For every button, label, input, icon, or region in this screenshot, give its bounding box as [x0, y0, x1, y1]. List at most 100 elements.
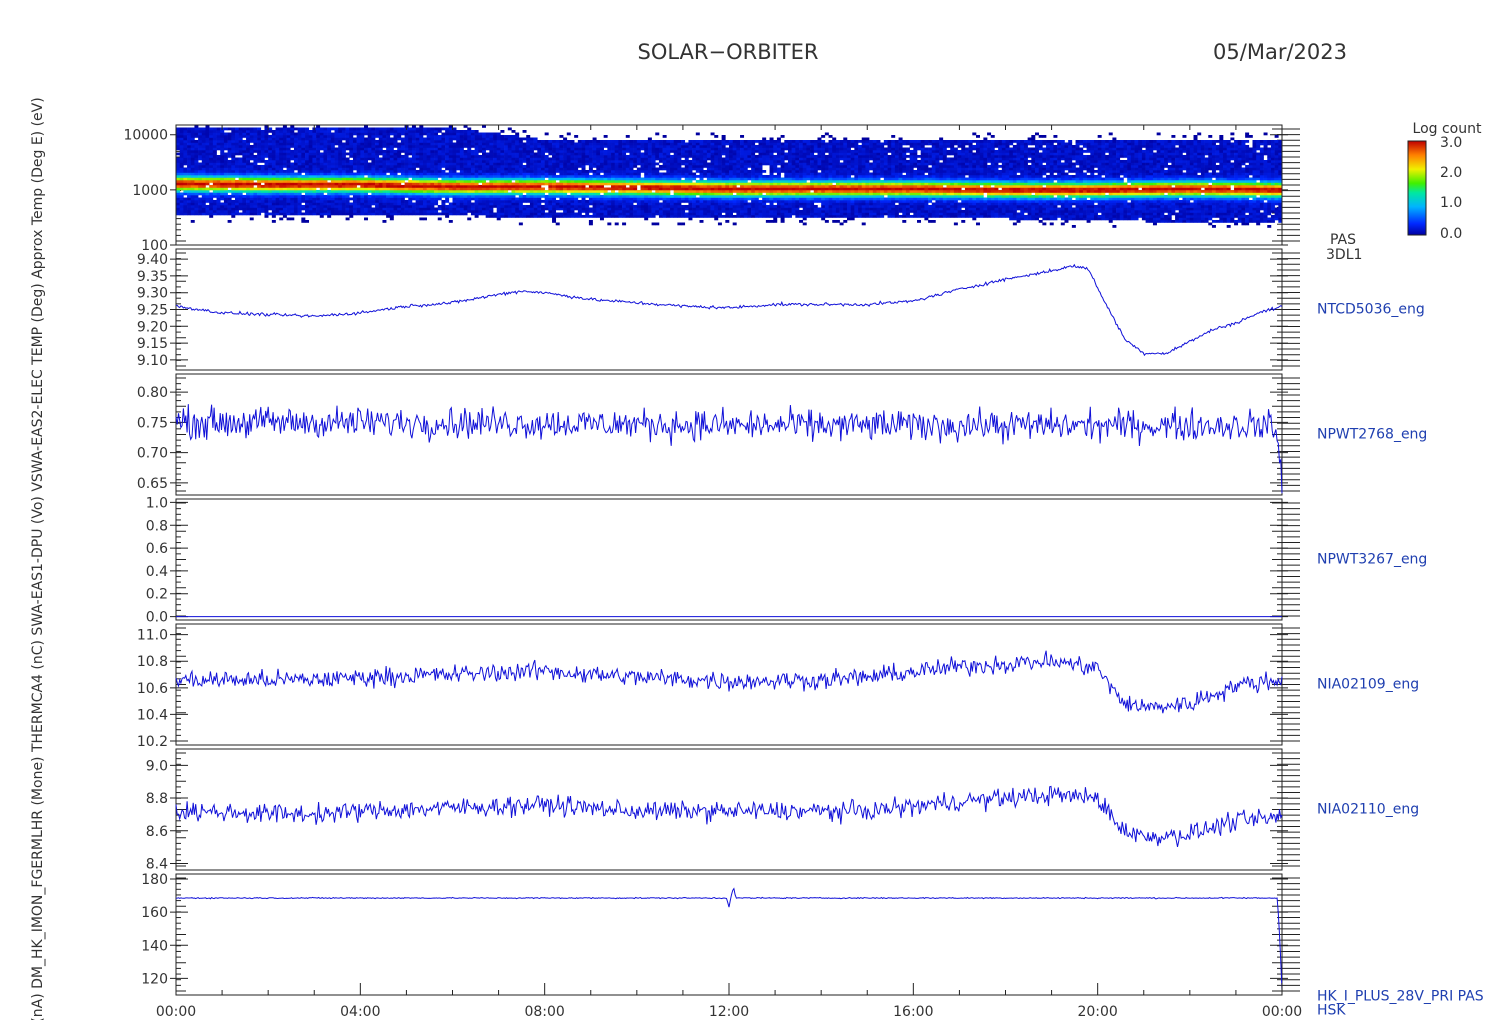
spectrogram-cell	[493, 180, 498, 183]
spectrogram-cell	[349, 197, 354, 201]
spectrogram-cell	[264, 165, 269, 168]
spectrogram-cell	[305, 127, 310, 131]
spectrogram-cell	[721, 177, 726, 181]
spectrogram-cell	[249, 132, 254, 136]
spectrogram-cell	[205, 197, 210, 201]
spectrogram-cell	[419, 165, 424, 168]
spectrogram-cell	[651, 205, 656, 208]
spectrogram-cell	[389, 140, 394, 143]
spectrogram-cell	[286, 142, 291, 146]
spectrogram-cell	[308, 147, 313, 151]
y-axis-label: (nA) DM_HK_IMON_FGERMLHR (Mone) THERMCA4…	[30, 97, 46, 1020]
spectrogram-cell	[500, 207, 505, 211]
spectrogram-cell	[423, 157, 427, 161]
spectrogram-cell	[198, 127, 203, 131]
spectrogram-cell	[212, 162, 217, 166]
spectrogram-cell	[301, 157, 306, 161]
spectrogram-cell	[544, 215, 549, 218]
spectrogram-cell	[611, 182, 616, 186]
spectrogram-cell	[187, 135, 192, 138]
spectrogram-cell	[592, 155, 597, 158]
spectrogram-cell	[658, 180, 663, 183]
spectrogram-cell	[437, 130, 442, 133]
spectrogram-cell	[205, 172, 210, 176]
spectrogram-cell	[360, 207, 365, 211]
spectrogram-cell	[334, 205, 339, 208]
spectrogram-cell	[478, 202, 483, 206]
spectrogram-cell	[223, 172, 228, 176]
spectrogram-cell	[386, 145, 391, 148]
spectrogram-cell	[257, 140, 262, 143]
spectrogram-cell	[692, 212, 697, 216]
spectrogram-cell	[555, 190, 560, 193]
spectrogram-cell	[345, 142, 350, 146]
spectrogram-cell	[574, 185, 579, 188]
spectrogram-cell	[216, 205, 221, 208]
spectrogram-cell	[570, 182, 575, 186]
spectrogram-cell	[249, 170, 254, 173]
spectrogram-cell	[341, 165, 346, 168]
spectrogram-cell	[389, 217, 394, 221]
spectrogram-cell	[470, 140, 475, 143]
spectrogram-cell	[463, 177, 468, 181]
spectrogram-cell	[375, 200, 380, 203]
spectrogram-cell	[238, 170, 243, 173]
spectrogram-cell	[481, 125, 486, 128]
spectrogram-cell	[592, 160, 597, 163]
spectrogram-cell	[470, 177, 475, 181]
spectrogram-cell	[526, 167, 531, 171]
spectrogram-cell	[470, 207, 475, 211]
spectrogram-cell	[489, 142, 494, 146]
spectrogram-cell	[489, 165, 494, 168]
spectrogram-cell	[559, 205, 564, 208]
spectrogram-cell	[515, 200, 520, 203]
spectrogram-cell	[599, 150, 604, 153]
spectrogram-cell	[356, 212, 361, 216]
spectrogram-cell	[585, 140, 590, 143]
spectrogram-cell	[522, 195, 527, 198]
spectrogram-cell	[618, 210, 623, 213]
spectrogram-cell	[533, 182, 538, 186]
spectrogram-cell	[437, 205, 442, 208]
spectrogram-cell	[382, 132, 387, 136]
spectrogram-cell	[481, 150, 486, 153]
spectrogram-cell	[607, 147, 612, 151]
spectrogram-cell	[670, 207, 674, 211]
spectrogram-cell	[666, 200, 671, 203]
spectrogram-cell	[633, 150, 638, 153]
spectrogram-cell	[176, 137, 180, 141]
spectrogram-cell	[275, 145, 280, 148]
spectrogram-cell	[293, 210, 298, 213]
spectrogram-cell	[603, 182, 608, 186]
spectrogram-cell	[625, 150, 630, 153]
spectrogram-cell	[559, 190, 564, 193]
spectrogram-cell	[356, 192, 361, 196]
spectrogram-cell	[644, 160, 649, 163]
spectrogram-cell	[489, 150, 494, 153]
spectrogram-cell	[176, 207, 180, 211]
spectrogram-cell	[183, 192, 188, 196]
spectrogram-cell	[592, 170, 597, 173]
spectrogram-cell	[271, 155, 276, 158]
spectrogram-cell	[493, 137, 498, 141]
spectrogram-cell	[227, 147, 232, 151]
spectrogram-cell	[334, 210, 339, 213]
spectrogram-cell	[463, 152, 468, 156]
spectrogram-cell	[238, 167, 243, 171]
spectrogram-cell	[588, 222, 593, 226]
spectrogram-cell	[688, 187, 693, 191]
spectrogram-cell	[500, 212, 505, 216]
spectrogram-cell	[234, 200, 239, 203]
spectrogram-cell	[194, 160, 199, 163]
spectrogram-cell	[478, 162, 483, 166]
spectrogram-cell	[297, 160, 302, 163]
spectrogram-cell	[389, 167, 394, 171]
spectrogram-cell	[673, 205, 678, 208]
spectrogram-cell	[375, 150, 380, 153]
spectrogram-cell	[404, 140, 409, 143]
spectrogram-cell	[710, 157, 715, 161]
spectrogram-cell	[238, 207, 243, 211]
spectrogram-cell	[397, 210, 402, 213]
spectrogram-cell	[227, 132, 232, 136]
spectrogram-cell	[275, 175, 280, 178]
